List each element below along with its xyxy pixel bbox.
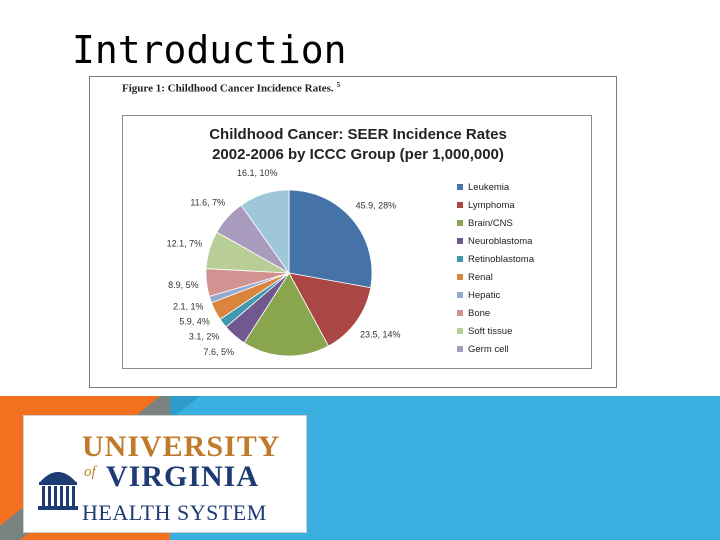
pie-slice-brain-cns bbox=[243, 272, 330, 357]
pie-data-label: 16.1, 10% bbox=[237, 168, 278, 178]
figure-image: Figure 1: Childhood Cancer Incidence Rat… bbox=[89, 76, 617, 388]
chart-legend: Leukemia Lymphoma Brain/CNS Neuroblastoma Re… bbox=[457, 178, 534, 358]
pie-data-label: 8.9, 5% bbox=[168, 280, 199, 290]
legend-label: Soft tissue bbox=[468, 325, 513, 337]
figure-caption: Figure 1: Childhood Cancer Incidence Rat… bbox=[122, 81, 340, 95]
legend-label: Neuroblastoma bbox=[468, 235, 533, 247]
legend-item: Renal bbox=[457, 268, 534, 286]
pie-data-label: 7.6, 5% bbox=[203, 347, 234, 357]
logo-line-university: UNIVERSITY bbox=[82, 430, 281, 463]
figure-caption-ref: 5 bbox=[336, 81, 341, 89]
legend-swatch bbox=[457, 202, 463, 208]
legend-item: Retinoblastoma bbox=[457, 250, 534, 268]
legend-item: Germ cell bbox=[457, 340, 534, 358]
legend-label: Lymphoma bbox=[468, 199, 515, 211]
pie-slice-other bbox=[240, 189, 290, 275]
pie-data-label: 2.1, 1% bbox=[173, 302, 204, 312]
legend-item: Hepatic bbox=[457, 286, 534, 304]
pie-data-label: 5.9, 4% bbox=[179, 316, 210, 326]
pie-data-label: 11.6, 7% bbox=[190, 198, 225, 208]
legend-item: Brain/CNS bbox=[457, 214, 534, 232]
legend-label: Germ cell bbox=[468, 343, 509, 355]
pie-data-label: 45.9, 28% bbox=[356, 201, 397, 211]
legend-label: Leukemia bbox=[468, 181, 510, 193]
legend-label: Brain/CNS bbox=[468, 217, 513, 229]
uva-health-system-logo: UNIVERSITY of VIRGINIA HEALTH SYSTEM bbox=[23, 415, 307, 533]
legend-swatch bbox=[457, 310, 463, 316]
pie-data-label: 12.1, 7% bbox=[167, 239, 203, 249]
logo-line-of: of bbox=[84, 464, 96, 480]
legend-swatch bbox=[457, 220, 463, 226]
legend-swatch bbox=[457, 292, 463, 298]
logo-line-virginia: VIRGINIA bbox=[106, 460, 260, 493]
legend-item: Lymphoma bbox=[457, 196, 534, 214]
legend-label: Hepatic bbox=[468, 289, 501, 301]
legend-label: Bone bbox=[468, 307, 491, 319]
rotunda-icon bbox=[38, 472, 78, 510]
pie-slice-leukemia bbox=[288, 189, 373, 289]
legend-swatch bbox=[457, 274, 463, 280]
pie-chart-svg: 45.9, 28%23.5, 14%28.0, 17%7.6, 5%3.1, 2… bbox=[167, 168, 401, 357]
slide-title: Introduction bbox=[72, 28, 347, 72]
legend-item: Leukemia bbox=[457, 178, 534, 196]
logo-line-health-system: HEALTH SYSTEM bbox=[82, 500, 267, 525]
legend-item: Neuroblastoma bbox=[457, 232, 534, 250]
pie-slice-lymphoma bbox=[288, 272, 372, 347]
legend-swatch bbox=[457, 184, 463, 190]
pie-chart: Childhood Cancer: SEER Incidence Rates 2… bbox=[122, 115, 592, 369]
chart-title-line2: 2002-2006 by ICCC Group (per 1,000,000) bbox=[212, 146, 504, 163]
legend-label: Renal bbox=[468, 271, 493, 283]
legend-label: Retinoblastoma bbox=[468, 253, 535, 265]
pie-data-label: 3.1, 2% bbox=[189, 332, 220, 342]
legend-swatch bbox=[457, 328, 463, 334]
legend-swatch bbox=[457, 238, 463, 244]
pie-data-label: 23.5, 14% bbox=[360, 330, 401, 340]
legend-swatch bbox=[457, 256, 463, 262]
legend-swatch bbox=[457, 346, 463, 352]
legend-item: Soft tissue bbox=[457, 322, 534, 340]
chart-title-line1: Childhood Cancer: SEER Incidence Rates bbox=[209, 126, 507, 143]
legend-item: Bone bbox=[457, 304, 534, 322]
figure-caption-text: Figure 1: Childhood Cancer Incidence Rat… bbox=[122, 82, 334, 95]
